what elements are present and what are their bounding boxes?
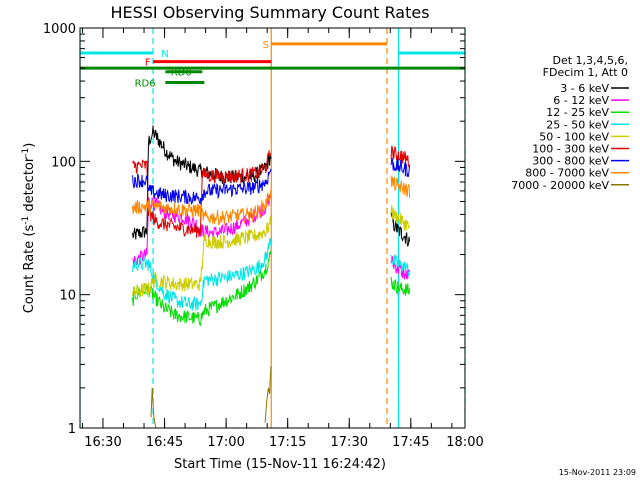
legend: Det 1,3,4,5,6,FDecim 1, Att 0 3 - 6 keV6 … bbox=[511, 54, 629, 192]
chart-title: HESSI Observing Summary Count Rates bbox=[110, 3, 429, 22]
legend-label-3-6-kev: 3 - 6 keV bbox=[560, 82, 609, 95]
flag-label-n: N bbox=[161, 49, 168, 60]
legend-header-line: Det 1,3,4,5,6, bbox=[552, 54, 628, 67]
legend-label-300-800-kev: 300 - 800 keV bbox=[532, 155, 609, 168]
y-tick-label: 10 bbox=[59, 289, 76, 304]
legend-label-50-100-kev: 50 - 100 keV bbox=[539, 130, 609, 143]
legend-label-7000-20000-kev: 7000 - 20000 keV bbox=[511, 179, 609, 192]
x-tick-label: 17:00 bbox=[207, 435, 244, 450]
series-7000-20000-kev bbox=[150, 366, 272, 428]
x-tick-label: 16:45 bbox=[146, 435, 183, 450]
data-layer bbox=[80, 28, 465, 428]
legend-header-line: FDecim 1, Att 0 bbox=[543, 66, 628, 79]
series-300-800-kev bbox=[132, 157, 411, 206]
legend-label-12-25-kev: 12 - 25 keV bbox=[546, 106, 609, 119]
legend-label-100-300-kev: 100 - 300 keV bbox=[532, 143, 609, 156]
x-tick-label: 17:30 bbox=[331, 435, 368, 450]
flag-label-rd6: RD6 bbox=[135, 79, 156, 90]
y-tick-label: 100 bbox=[51, 155, 76, 170]
x-tick-label: 17:45 bbox=[392, 435, 429, 450]
series-800-7000-kev bbox=[132, 175, 411, 226]
flag-label-s: S bbox=[263, 40, 269, 51]
legend-label-800-7000-kev: 800 - 7000 keV bbox=[525, 167, 609, 180]
y-tick-label: 1 bbox=[68, 422, 76, 437]
x-tick-label: 18:00 bbox=[446, 435, 483, 450]
flag-layer: NF RD0 RD6 S bbox=[80, 40, 465, 90]
plot-frame bbox=[79, 27, 466, 429]
flag-label-f: F bbox=[145, 58, 151, 69]
x-tick-label: 16:30 bbox=[84, 435, 121, 450]
x-tick-label: 17:15 bbox=[269, 435, 306, 450]
series-12-25-kev bbox=[132, 250, 411, 326]
series-50-100-kev bbox=[132, 204, 411, 297]
x-axis-label: Start Time (15-Nov-11 16:24:42) bbox=[174, 457, 386, 472]
y-axis-label: Count Rate (s-1 detector-1) bbox=[21, 143, 37, 314]
legend-label-25-50-kev: 25 - 50 keV bbox=[546, 118, 609, 131]
series-100-300-kev bbox=[132, 145, 411, 238]
legend-label-6-12-kev: 6 - 12 keV bbox=[553, 94, 609, 107]
y-tick-label: 1000 bbox=[43, 22, 76, 37]
axis-layer: 1 10 100 1000 16:30 16:45 17:00 17:15 17:30 17:45… bbox=[43, 22, 484, 450]
flag-label-rd0: RD0 bbox=[171, 68, 192, 79]
footer-timestamp: 15-Nov-2011 23:09 bbox=[559, 468, 636, 477]
